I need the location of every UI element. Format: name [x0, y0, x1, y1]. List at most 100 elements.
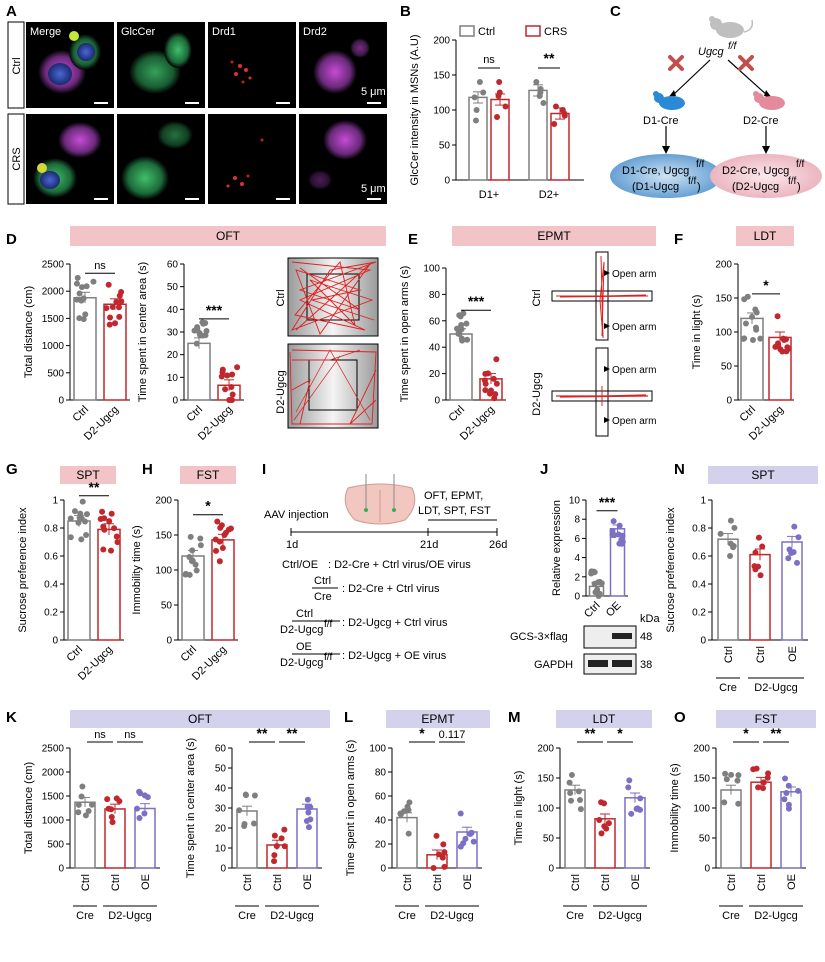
data-point	[137, 790, 144, 797]
data-point	[734, 777, 741, 784]
data-point	[470, 838, 477, 845]
data-point	[567, 790, 574, 797]
panel-label: L	[344, 709, 353, 726]
group-label: Cre	[76, 910, 94, 922]
data-point	[591, 580, 598, 587]
x-tick-label: Ctrl	[570, 874, 582, 891]
y-tick-label: 0.8	[44, 524, 58, 535]
data-point	[795, 787, 802, 794]
blot-row-gapdh: GAPDH	[534, 659, 573, 671]
y-tick-label: 60	[429, 316, 441, 327]
data-point	[731, 524, 738, 531]
data-point	[218, 373, 225, 380]
scale-bar-label: 5 μm	[361, 86, 386, 98]
data-point	[271, 852, 278, 859]
data-point	[540, 100, 547, 106]
header-fst2: FST	[755, 712, 778, 726]
legend-ctrl-cre-desc: : D2-Cre + Ctrl virus	[342, 583, 440, 595]
data-point	[795, 534, 802, 541]
bar	[740, 317, 764, 401]
y-tick-label: 20	[375, 840, 387, 851]
data-point	[727, 517, 734, 524]
group-label: D2-Ugcg	[754, 910, 797, 922]
y-tick-label: 100	[423, 264, 440, 275]
data-point	[109, 819, 116, 826]
panel-a: A Ctrl CRS	[6, 3, 387, 205]
y-tick-label: 100	[693, 804, 710, 815]
data-point	[471, 94, 478, 101]
result-d1-line1: D1-Cre, Ugcg	[622, 165, 689, 177]
data-point	[214, 518, 221, 525]
header-fst: FST	[197, 468, 220, 482]
x-tick-label: Ctrl	[432, 874, 444, 891]
data-point	[116, 313, 123, 320]
scale-bar-label: 5 μm	[361, 183, 386, 195]
track-label-d2: D2-Ugcg	[531, 372, 543, 415]
data-point	[88, 801, 95, 808]
y-tick-label: 20	[167, 350, 179, 361]
chart-d2: 0 10 20 30 40 50 60 Time spent in center area (…	[137, 260, 244, 443]
y-tick-label: 50	[161, 601, 173, 612]
legend-ctrl-d2-top: Ctrl	[296, 608, 313, 620]
data-point	[482, 380, 489, 387]
y-tick-label: 6	[574, 534, 580, 545]
data-point	[77, 510, 84, 517]
data-point	[764, 774, 771, 781]
y-tick-label: 80	[375, 768, 387, 779]
y-axis-label: GlcCer intensity in MSNs (A.U)	[409, 35, 421, 186]
data-point	[229, 391, 236, 398]
data-point	[67, 515, 74, 522]
data-point	[101, 526, 108, 533]
data-point	[115, 304, 122, 311]
group-label: Cre	[238, 910, 256, 922]
group-label: D2-Ugcg	[430, 910, 473, 922]
chart-n: 0 0.2 0.4 0.6 0.8 1 Sucrose preference index Ct…	[665, 496, 808, 694]
data-point	[103, 305, 110, 312]
result-d2-sup: f/f	[796, 159, 805, 170]
genotype-sup: f/f	[728, 41, 738, 52]
data-point	[79, 498, 86, 505]
y-tick-label: 0.6	[44, 552, 58, 563]
data-point	[236, 807, 243, 814]
legend-ctrl-d2-desc: : D2-Ugcg + Ctrl virus	[342, 617, 448, 629]
panel-label: G	[6, 461, 18, 478]
sig-label: *	[419, 725, 425, 741]
chart-l: 0 20 40 60 80 100 Time spent in open arms (s) C…	[345, 725, 482, 922]
panel-label: I	[262, 461, 266, 478]
sig-label: ***	[468, 293, 485, 309]
data-point	[735, 800, 742, 807]
x-tick-label: Ctrl	[110, 874, 122, 891]
y-axis-label: Time spent in open arms (s)	[345, 740, 357, 877]
data-point	[596, 817, 603, 824]
y-tick-label: 150	[715, 294, 732, 305]
data-point	[774, 313, 781, 320]
data-point	[203, 327, 210, 334]
data-point	[304, 803, 311, 810]
mouse-icon-blue	[653, 91, 685, 110]
data-point	[251, 820, 258, 827]
arm-label: Open arm	[612, 322, 656, 333]
legend-label: Ctrl	[478, 26, 495, 38]
data-point	[783, 336, 790, 343]
scale-bars	[94, 102, 381, 200]
group-label: Cre	[566, 910, 584, 922]
sig-label: ns	[94, 260, 106, 272]
bar	[236, 810, 258, 869]
data-point	[537, 89, 544, 96]
data-point	[592, 589, 599, 596]
data-point	[76, 315, 83, 322]
sig-label: **	[544, 50, 555, 66]
y-axis-label: Relative expression	[551, 500, 563, 596]
data-point	[626, 777, 633, 784]
data-point	[722, 770, 729, 777]
data-point	[717, 530, 724, 537]
panel-label: C	[610, 3, 621, 20]
bar	[750, 781, 772, 869]
bar	[490, 98, 510, 181]
data-point	[242, 792, 249, 799]
panel-label: O	[674, 709, 686, 726]
panel-label: J	[540, 461, 548, 478]
data-point	[216, 558, 223, 565]
data-point	[476, 79, 483, 85]
